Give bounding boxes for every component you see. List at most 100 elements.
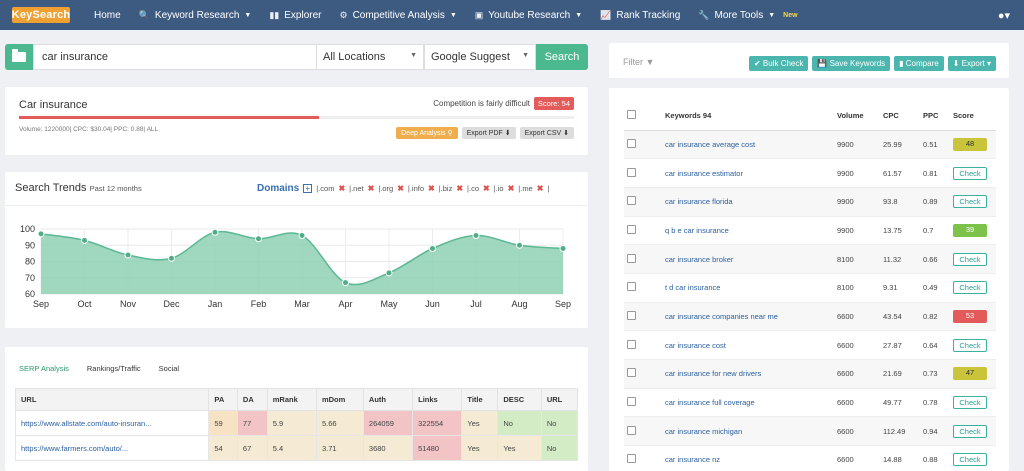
score-cell: Check [950,244,996,274]
row-checkbox[interactable] [627,310,636,320]
plus-icon[interactable]: + [303,184,313,193]
row-checkbox[interactable] [627,425,636,435]
row-checkbox[interactable] [627,368,636,378]
score-cell: Check [950,416,996,447]
keyword-link[interactable]: car insurance full coverage [662,388,834,418]
bulk-check-button[interactable]: ✔ Bulk Check [748,56,809,71]
source-select[interactable]: Google Suggest ▼ [424,44,536,70]
remove-icon[interactable]: ✖ [536,184,544,193]
x-tick-label: Apr [338,299,352,309]
remove-icon[interactable]: ✖ [367,184,375,193]
nav-item-rank-tracking[interactable]: 📈 Rank Tracking [600,10,680,21]
serp-tab[interactable]: Social [158,364,180,373]
location-select[interactable]: All Locations ▼ [316,44,424,70]
check-button[interactable]: Check [953,252,987,266]
area-fill [41,231,563,294]
x-tick-label: Dec [163,299,180,309]
row-checkbox[interactable] [627,196,636,206]
domains-label[interactable]: Domains [257,183,300,194]
keyword-link[interactable]: t d car insurance [662,273,834,303]
checkbox-cell [624,273,662,303]
export-button[interactable]: ⬇ Export ▾ [947,56,996,71]
nav-item-competitive-analysis[interactable]: ⚙ Competitive Analysis ▼ [339,10,456,21]
x-tick-label: Oct [77,299,92,309]
nav-item-explorer[interactable]: ▮▮ Explorer [269,10,321,21]
data-point [255,235,262,243]
table-cell: 59 [208,410,238,436]
save-keywords-button[interactable]: 💾 Save Keywords [812,56,891,71]
keyword-link[interactable]: q b e car insurance [662,216,834,246]
select-all-checkbox[interactable] [627,110,636,120]
keyword-link[interactable]: car insurance florida [662,187,834,217]
keysearch-logo[interactable]: KeySearch [11,7,71,23]
table-cell: No [540,435,579,461]
keyword-link[interactable]: car insurance for new drivers [662,359,834,389]
data-point [472,232,480,239]
result-url-link[interactable]: https://www.farmers.com/auto/... [14,435,210,461]
keyword-link[interactable]: car insurance broker [662,244,834,274]
remove-icon[interactable]: ✖ [507,184,515,193]
export-pdf-button[interactable]: Export PDF ⬇ [461,127,516,139]
nav-icon: ▣ [474,9,484,20]
row-checkbox[interactable] [627,253,636,263]
filter-control[interactable]: Filter ▼ [623,57,654,67]
user-icon[interactable]: ●▾ [997,10,1010,22]
keyword-meta: Volume: 1220000| CPC: $30.04| PPC: 0.88|… [19,126,159,133]
column-header: Score [950,102,996,131]
ppc-value: 0.49 [920,273,950,303]
table-cell: 5.9 [266,410,317,436]
nav-item-youtube-research[interactable]: ▣ Youtube Research ▼ [475,10,582,21]
row-checkbox[interactable] [627,138,636,148]
remove-icon[interactable]: ✖ [483,184,490,193]
keyword-link[interactable]: car insurance michigan [662,416,834,447]
row-checkbox[interactable] [627,224,636,234]
remove-icon[interactable]: ✖ [338,184,346,193]
row-checkbox[interactable] [627,339,636,349]
row-checkbox[interactable] [627,167,636,177]
deep-analysis-button[interactable]: Deep Analysis ⚲ [396,127,458,139]
nav-item-keyword-research[interactable]: 🔍 Keyword Research ▼ [139,10,252,21]
remove-icon[interactable]: ✖ [428,184,435,193]
cpc-value: 14.88 [880,445,920,471]
serp-tab[interactable]: Rankings/Traffic [86,364,141,373]
keyword-row: car insurance full coverage 6600 49.77 0.78… [624,388,996,418]
row-checkbox[interactable] [627,282,636,292]
button-icon: 💾 [817,59,830,68]
checkbox-cell [624,416,662,447]
check-button[interactable]: Check [953,396,987,410]
remove-icon[interactable]: ✖ [456,184,464,193]
keywords-toolbar: Filter ▼ ✔ Bulk Check 💾 Save Keywords ▮ Co… [609,43,1009,78]
check-button[interactable]: Check [953,195,987,209]
remove-icon[interactable]: ✖ [397,184,404,193]
compare-button[interactable]: ▮ Compare [894,56,944,71]
check-button[interactable]: Check [953,424,987,438]
check-button[interactable]: Check [953,166,987,180]
score-cell: 39 [950,216,996,246]
nav-item-home[interactable]: Home [94,10,121,21]
table-cell: No [497,410,542,436]
keyword-link[interactable]: car insurance nz [662,445,834,471]
keyword-link[interactable]: car insurance average cost [662,130,834,160]
result-url-link[interactable]: https://www.allstate.com/auto-insuran... [14,410,210,436]
search-button[interactable]: Search [536,44,588,70]
export-csv-button[interactable]: Export CSV ⬇ [519,127,574,139]
table-cell: 264059 [362,410,414,436]
row-checkbox[interactable] [627,454,636,464]
check-button[interactable]: Check [953,338,987,352]
score-cell: Check [950,187,996,217]
keyword-link[interactable]: car insurance cost [662,330,834,360]
caret-down-icon: ▼ [449,11,457,19]
keyword-link[interactable]: car insurance estimator [662,158,834,188]
data-point [298,232,306,239]
keyword-row: car insurance broker 8100 11.32 0.66 Check [624,244,996,274]
serp-tab[interactable]: SERP Analysis [19,364,69,373]
keyword-input[interactable]: car insurance [33,44,317,70]
row-checkbox[interactable] [627,397,636,407]
keyword-link[interactable]: car insurance companies near me [662,302,834,332]
nav-item-more-tools[interactable]: 🔧 More Tools ▼ New [698,10,797,21]
folder-button[interactable] [5,44,33,70]
check-button[interactable]: Check [953,281,987,295]
data-point [37,230,45,238]
trends-title-text: Search Trends [15,182,87,194]
check-button[interactable]: Check [953,453,987,467]
